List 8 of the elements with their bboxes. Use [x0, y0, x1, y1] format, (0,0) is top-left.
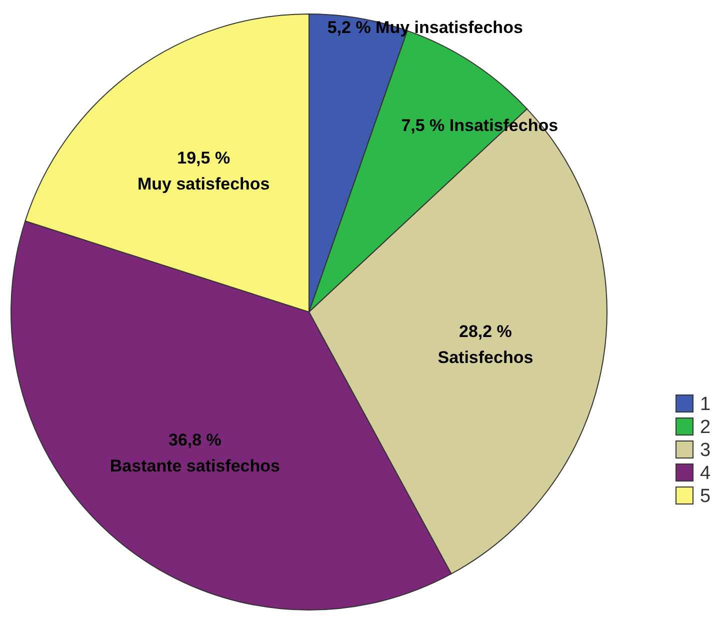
- legend-label: 2: [700, 417, 711, 438]
- data-label: 36,8 % Bastante satisfechos: [110, 430, 280, 476]
- legend-label: 4: [700, 463, 711, 484]
- legend-label: 1: [700, 394, 711, 415]
- legend-label: 3: [700, 440, 711, 461]
- data-label: 19,5 % Muy satisfechos: [137, 148, 270, 194]
- data-label: 28,2 % Satisfechos: [438, 322, 534, 367]
- legend-label: 5: [700, 486, 711, 507]
